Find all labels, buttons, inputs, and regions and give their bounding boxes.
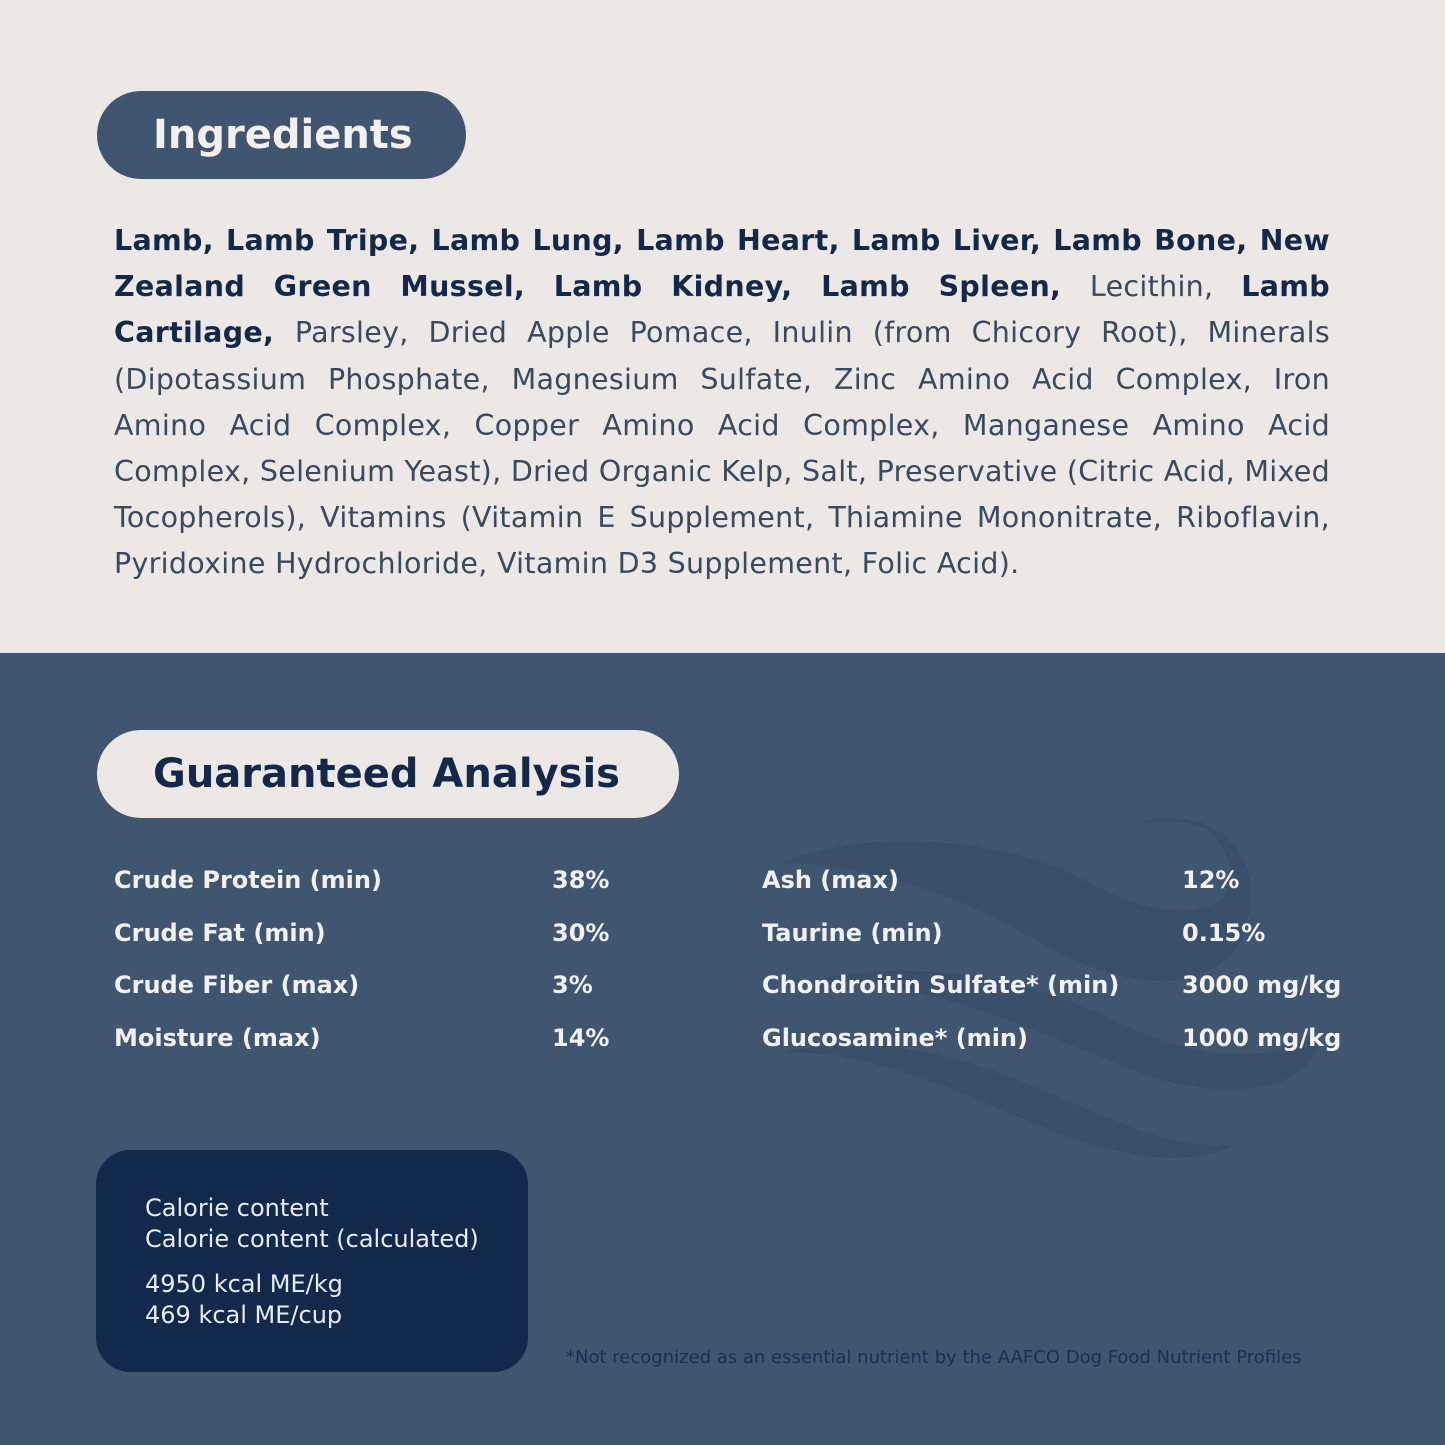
analysis-value: 1000 mg/kg — [1182, 1024, 1342, 1052]
analysis-label: Glucosamine* (min) — [762, 1024, 1028, 1052]
analysis-value: 3000 mg/kg — [1182, 971, 1342, 999]
calorie-per-kg: 4950 kcal ME/kg — [145, 1270, 343, 1298]
analysis-label: Taurine (min) — [762, 919, 943, 947]
calorie-box: Calorie content Calorie content (calcula… — [96, 1150, 528, 1372]
analysis-label: Moisture (max) — [114, 1024, 321, 1052]
analysis-value: 12% — [1182, 866, 1240, 894]
analysis-value: 3% — [552, 971, 593, 999]
analysis-label: Crude Protein (min) — [114, 866, 382, 894]
footnote: *Not recognized as an essential nutrient… — [566, 1347, 1302, 1368]
analysis-value: 14% — [552, 1024, 610, 1052]
ingredients-segment: Parsley, Dried Apple Pomace, Inulin (fro… — [114, 316, 1330, 581]
analysis-value: 38% — [552, 866, 610, 894]
analysis-value: 0.15% — [1182, 919, 1266, 947]
analysis-section: Guaranteed Analysis Crude Protein (min) … — [0, 653, 1445, 1445]
calorie-per-cup: 469 kcal ME/cup — [145, 1301, 343, 1329]
ingredients-bold-segment: Lamb Cartilage, — [114, 270, 1330, 350]
wave-watermark-icon — [780, 818, 1320, 1158]
analysis-title: Guaranteed Analysis — [97, 730, 679, 818]
analysis-label: Crude Fiber (max) — [114, 971, 360, 999]
ingredients-segment: Lecithin, — [1089, 270, 1242, 304]
ingredients-list: Lamb, Lamb Tripe, Lamb Lung, Lamb Heart,… — [114, 218, 1330, 588]
analysis-label: Chondroitin Sulfate* (min) — [762, 971, 1120, 999]
calorie-label-calculated: Calorie content (calculated) — [145, 1225, 479, 1253]
ingredients-bold-segment: Lamb, Lamb Tripe, Lamb Lung, Lamb Heart,… — [114, 224, 1330, 304]
analysis-value: 30% — [552, 919, 610, 947]
analysis-label: Ash (max) — [762, 866, 899, 894]
calorie-label: Calorie content — [145, 1194, 329, 1222]
ingredients-section: Ingredients Lamb, Lamb Tripe, Lamb Lung,… — [0, 0, 1445, 653]
ingredients-title: Ingredients — [97, 91, 466, 179]
analysis-label: Crude Fat (min) — [114, 919, 326, 947]
